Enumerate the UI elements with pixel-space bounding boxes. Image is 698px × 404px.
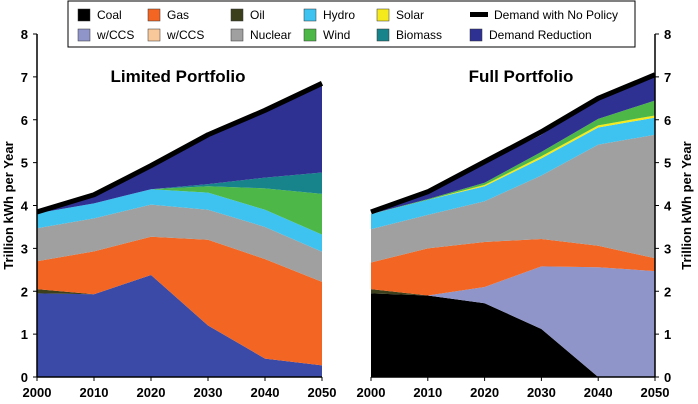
legend-swatch-gas — [147, 8, 161, 22]
x-tick-label: 2000 — [357, 385, 386, 400]
legend-frame — [67, 0, 636, 48]
y-axis-title: Trillion kWh per Year — [1, 141, 16, 269]
y-tick-label: 1 — [21, 327, 28, 342]
panel-title: Full Portfolio — [469, 67, 574, 86]
x-tick-label: 2000 — [23, 385, 52, 400]
area-coal-w-ccs — [371, 266, 655, 377]
y-tick-label: 4 — [664, 199, 672, 214]
legend-label-demand-no-policy: Demand with No Policy — [494, 8, 618, 22]
legend-swatch-demand-no-policy — [470, 12, 488, 17]
y-tick-label: 6 — [21, 113, 28, 128]
x-tick-label: 2010 — [80, 385, 109, 400]
area-coal — [371, 293, 655, 377]
legend-label-hydro: Hydro — [323, 8, 355, 22]
area-oil — [371, 266, 655, 296]
area-nuclear — [37, 204, 322, 282]
panel-title: Limited Portfolio — [110, 67, 245, 86]
legend-label-nuclear: Nuclear — [250, 28, 291, 42]
area-demand-reduction — [37, 83, 322, 214]
area-wind — [371, 100, 655, 215]
x-tick-label: 2020 — [470, 385, 499, 400]
x-tick-label: 2030 — [194, 385, 223, 400]
area-gas — [37, 236, 322, 366]
legend-swatch-hydro — [303, 8, 317, 22]
area-biomass — [37, 172, 322, 214]
y-tick-label: 1 — [664, 327, 671, 342]
x-tick-label: 2010 — [413, 385, 442, 400]
y-tick-label: 4 — [21, 199, 29, 214]
y-tick-label: 5 — [664, 156, 671, 171]
area-hydro — [371, 117, 655, 230]
y-tick-label: 3 — [21, 241, 28, 256]
area-nuclear — [371, 134, 655, 263]
legend-swatch-coal-ccs — [77, 28, 91, 42]
x-tick-label: 2050 — [308, 385, 337, 400]
x-tick-label: 2030 — [527, 385, 556, 400]
legend: Coal Gas Oil Hydro Solar Demand with No Polic… — [67, 0, 636, 48]
y-tick-label: 7 — [664, 70, 671, 85]
legend-swatch-wind — [303, 28, 317, 42]
y-tick-label: 6 — [664, 113, 671, 128]
legend-label-gas-ccs: w/CCS — [166, 28, 204, 42]
demand-no-policy-line — [370, 72, 656, 215]
legend-swatch-solar — [376, 8, 390, 22]
legend-swatch-demand-reduction — [469, 28, 483, 42]
legend-label-solar: Solar — [396, 8, 424, 22]
y-tick-label: 2 — [21, 284, 28, 299]
y-tick-label: 8 — [21, 27, 28, 42]
x-tick-label: 2040 — [251, 385, 280, 400]
legend-swatch-nuclear — [230, 28, 244, 42]
y-tick-label: 2 — [664, 284, 671, 299]
legend-label-coal: Coal — [97, 8, 122, 22]
y-axis-title: Trillion kWh per Year — [679, 141, 694, 269]
area-coal — [37, 274, 322, 377]
limited-portfolio-panel: 2000 2010 2020 2030 2040 2050 0 1 2 3 4 5 6 7 8 Trillio… — [1, 27, 336, 400]
area-wind — [37, 186, 322, 235]
y-tick-label: 3 — [664, 241, 671, 256]
legend-label-gas: Gas — [167, 8, 189, 22]
legend-label-biomass: Biomass — [396, 28, 442, 42]
legend-swatch-oil — [230, 8, 244, 22]
area-hydro — [37, 189, 322, 252]
legend-label-wind: Wind — [323, 28, 350, 42]
legend-label-demand-reduction: Demand Reduction — [489, 28, 592, 42]
y-tick-label: 7 — [21, 70, 28, 85]
x-tick-label: 2040 — [584, 385, 613, 400]
legend-swatch-biomass — [376, 28, 390, 42]
y-tick-label: 5 — [21, 156, 28, 171]
y-tick-label: 0 — [21, 370, 28, 385]
y-tick-label: 8 — [664, 27, 671, 42]
legend-swatch-coal — [77, 8, 91, 22]
x-tick-label: 2050 — [641, 385, 670, 400]
legend-label-coal-ccs: w/CCS — [96, 28, 134, 42]
x-tick-label: 2020 — [137, 385, 166, 400]
y-tick-label: 0 — [664, 370, 671, 385]
demand-no-policy-line — [36, 81, 324, 215]
legend-swatch-gas-ccs — [147, 28, 161, 42]
legend-label-oil: Oil — [250, 8, 265, 22]
area-gas — [371, 238, 655, 296]
